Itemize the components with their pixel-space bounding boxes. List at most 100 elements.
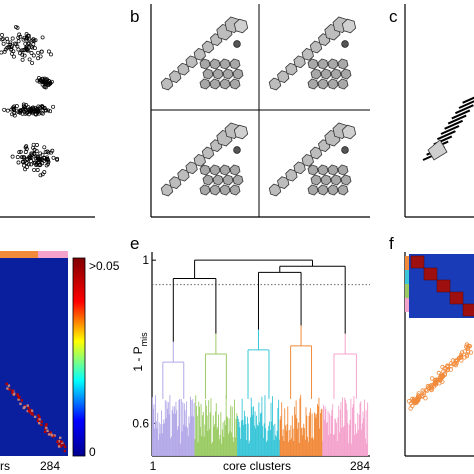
- panel-a-point: [5, 39, 10, 44]
- panel-a-point: [2, 107, 7, 112]
- panel-b-cell: [317, 78, 329, 90]
- panel-c-stroke: [444, 119, 464, 130]
- panel-c-stroke: [447, 114, 467, 125]
- panel-f-point: [429, 383, 434, 388]
- panel-a-point: [21, 160, 25, 164]
- panel-e-xlabel: core clusters: [223, 459, 291, 473]
- panel-f-point: [468, 350, 474, 355]
- panel-f-point: [408, 406, 413, 411]
- panel-b-cell: [219, 78, 231, 90]
- panel-b-label: b: [130, 7, 139, 26]
- panel-d-hot-cell: [57, 445, 61, 448]
- panel-a-point: [0, 50, 4, 55]
- panel-a-point: [16, 47, 21, 52]
- panel-d-hot-cell: [40, 423, 43, 427]
- panel-a-point: [51, 155, 56, 160]
- panel-f-point: [464, 353, 469, 359]
- panel-b-cell: [307, 184, 319, 196]
- panel-b-subplots: [160, 16, 357, 197]
- panel-a-point: [16, 160, 21, 165]
- panel-d-hot-cell: [23, 405, 26, 409]
- panel-a-point: [22, 163, 27, 168]
- panel-d-hot-cell: [60, 440, 63, 443]
- panel-c-stroke: [458, 100, 474, 109]
- panel-c-stroke: [462, 96, 474, 104]
- panel-d-hot-cell: [38, 422, 41, 425]
- panel-a-point: [55, 156, 60, 161]
- panel-a-point: [46, 108, 51, 113]
- panel-d-hot-cell: [11, 389, 14, 392]
- panel-b-cell: [330, 174, 342, 186]
- panel-b-cell: [209, 58, 221, 70]
- panel-a-point: [40, 172, 45, 177]
- panel-a-point: [21, 102, 26, 107]
- panel-b-cell: [320, 174, 332, 186]
- panel-a-point: [40, 152, 45, 157]
- panel-d-hot-cell: [27, 409, 31, 412]
- panel-f-inset-sidebar: [405, 284, 409, 298]
- panel-b-cell: [317, 164, 329, 176]
- panel-b-cell: [330, 68, 342, 80]
- panel-a-point: [45, 149, 50, 154]
- panel-c-cell: [427, 139, 448, 161]
- panel-e-y-tick-label: 0.6: [132, 416, 149, 430]
- panel-a-point: [24, 103, 29, 108]
- panel-c-label: c: [389, 7, 398, 26]
- panel-d-topbar-orange: [0, 251, 38, 258]
- panel-d-hot-cell: [26, 404, 29, 407]
- panel-b-cell: [202, 68, 214, 80]
- panel-a-point: [10, 36, 15, 41]
- panel-a-point: [34, 143, 39, 147]
- panel-b-cell: [222, 68, 234, 80]
- panel-a-point: [18, 149, 23, 154]
- panel-b-core: [341, 40, 349, 48]
- panel-d-hot-cell: [53, 434, 56, 437]
- panel-a-point: [9, 47, 14, 52]
- panel-a-point: [30, 109, 35, 114]
- panel-a-point: [18, 51, 23, 56]
- panel-d-hot-cells: [5, 382, 67, 453]
- panel-d-hot-cell: [30, 412, 33, 415]
- panel-f-inset-sidebar: [405, 270, 409, 284]
- panel-a-point: [43, 108, 48, 113]
- panel-a-point: [24, 161, 29, 165]
- panel-c-stroke: [451, 109, 471, 120]
- panel-b-cell: [320, 68, 332, 80]
- panel-d-hot-cell: [56, 440, 59, 443]
- panel-a-point: [21, 37, 26, 42]
- panel-a-point: [39, 156, 44, 161]
- panel-d-hot-cell: [49, 431, 52, 434]
- panel-d-hot-cell: [62, 443, 65, 446]
- panel-a-point: [12, 104, 17, 109]
- panel-a-point: [38, 173, 43, 178]
- panel-d-hot-cell: [36, 419, 40, 423]
- panel-b-cell: [327, 58, 339, 70]
- panel-b-cell: [337, 58, 349, 70]
- panel-a-point: [1, 41, 6, 46]
- panel-f-point: [453, 363, 459, 368]
- panel-a-point: [45, 157, 50, 162]
- panel-d-hot-cell: [5, 382, 8, 386]
- panel-f-inset-sidebar: [405, 256, 409, 270]
- panel-a-point: [31, 160, 36, 165]
- panel-a-point: [46, 49, 51, 54]
- panel-a-point: [36, 56, 41, 61]
- panel-e-ylabel: 1 - Pmis: [131, 332, 149, 372]
- panel-a-point: [23, 41, 28, 46]
- panel-f-label: f: [389, 234, 394, 253]
- panel-b-cell: [337, 164, 349, 176]
- panel-d-hot-cell: [17, 398, 20, 401]
- panel-a-point: [21, 107, 26, 112]
- panel-a-point: [30, 111, 35, 116]
- panel-f-point: [437, 381, 442, 386]
- panel-b-cell: [340, 174, 352, 186]
- panel-d-topbar-pink: [38, 251, 68, 258]
- panel-a-point: [23, 150, 28, 154]
- panel-f-point: [449, 363, 454, 369]
- panel-a-point: [27, 40, 32, 45]
- panel-b-cell: [212, 68, 224, 80]
- panel-f-point: [415, 398, 420, 403]
- panel-a-point: [26, 112, 31, 117]
- panel-f-point: [453, 358, 458, 364]
- panel-a-point: [38, 54, 43, 59]
